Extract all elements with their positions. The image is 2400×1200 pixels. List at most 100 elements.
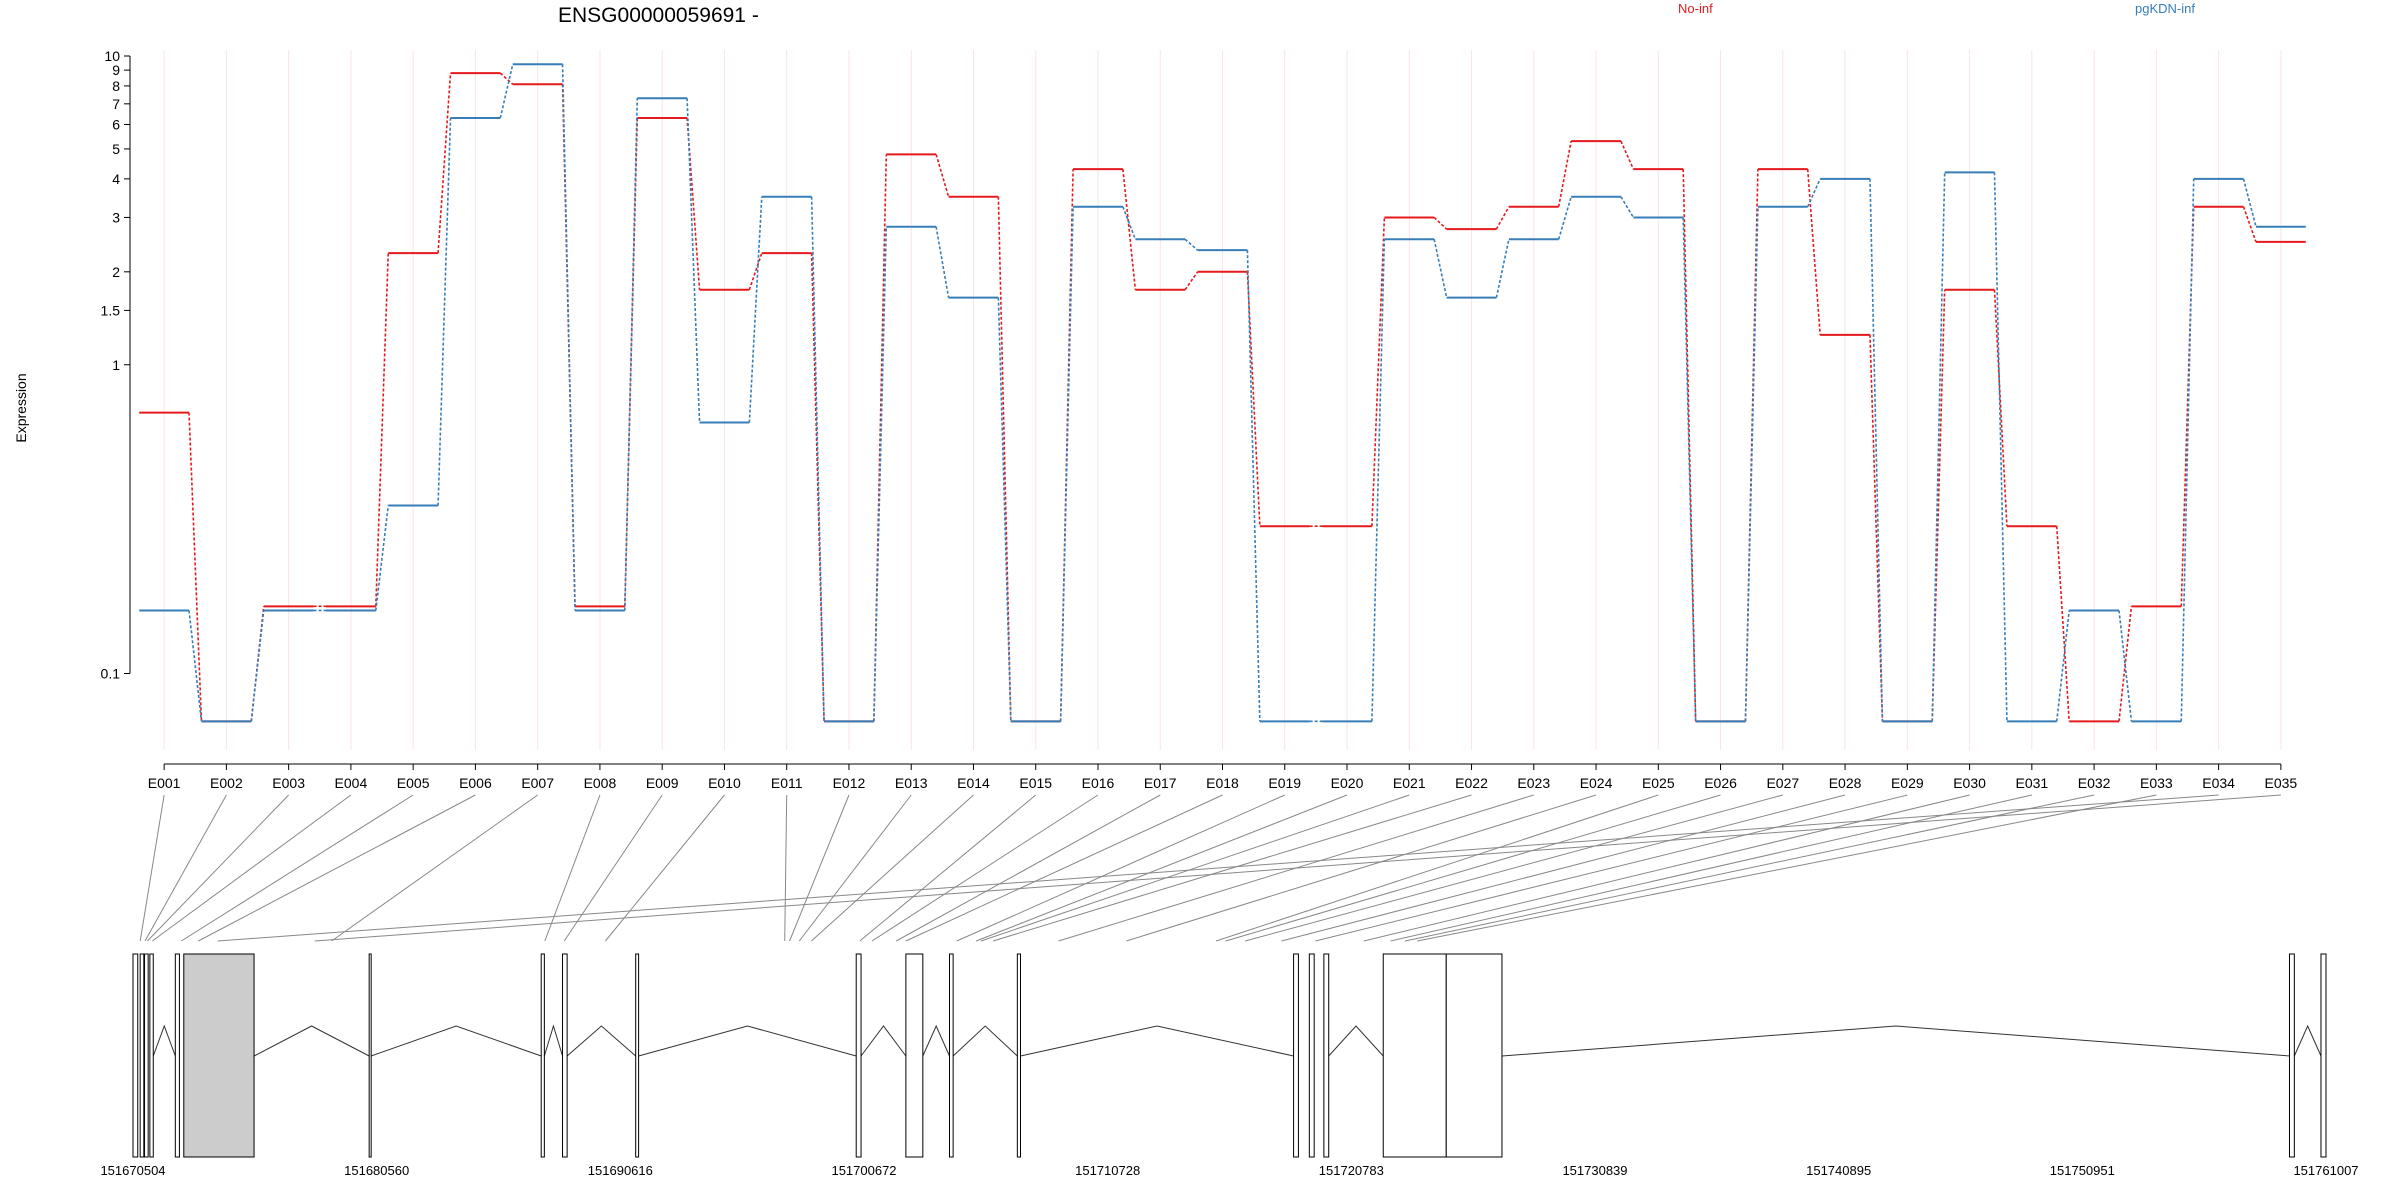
y-tick-label: 8	[112, 78, 120, 94]
intron-line	[1020, 1025, 1294, 1057]
series-pgkdn-inf	[139, 63, 2306, 723]
y-tick-label: 3	[112, 209, 120, 225]
grid-lines	[163, 50, 2282, 750]
data-connector	[1993, 172, 2008, 722]
x-tick-label: E030	[1953, 775, 1986, 791]
data-connector	[1122, 169, 1137, 290]
x-tick-label: E034	[2202, 775, 2235, 791]
exon-connector	[905, 794, 1223, 942]
exon-block	[635, 953, 640, 1158]
exon-block	[149, 953, 154, 1158]
exon-connector	[784, 794, 788, 942]
data-connector	[375, 253, 390, 607]
exon-connector	[895, 794, 1161, 942]
x-tick-label: E035	[2265, 775, 2298, 791]
data-connector	[561, 64, 576, 611]
x-tick-label: E027	[1766, 775, 1799, 791]
data-connector	[686, 98, 701, 423]
exon-block	[1293, 953, 1299, 1158]
exon-connector	[1363, 794, 1970, 942]
intron-line	[1501, 1025, 2290, 1057]
x-tick-label: E002	[210, 775, 243, 791]
exon-block	[144, 953, 149, 1158]
exon-connector	[544, 794, 601, 942]
series-lines	[139, 63, 2306, 723]
exon-block	[1323, 953, 1330, 1158]
x-tick-label: E008	[584, 775, 617, 791]
exon-block	[905, 953, 924, 1158]
exon-connector	[144, 794, 227, 942]
x-tick-label: E016	[1082, 775, 1115, 791]
exon-connectors	[139, 794, 2281, 942]
exon-block	[855, 953, 862, 1158]
x-tick-label: E026	[1704, 775, 1737, 791]
data-connector	[1620, 140, 1635, 170]
data-connector	[2118, 610, 2133, 722]
exon-block	[1308, 953, 1315, 1158]
exon-connector	[147, 794, 290, 942]
intron-line	[2293, 1024, 2322, 1057]
gene-model	[132, 953, 2327, 1158]
genomic-tick-label: 151730839	[1562, 1163, 1627, 1178]
data-connector	[1495, 206, 1510, 230]
exon-connector	[980, 794, 1410, 942]
exon-connector	[198, 794, 476, 942]
data-connector	[188, 412, 203, 722]
data-connector	[1059, 206, 1074, 722]
data-connector	[2180, 178, 2195, 722]
x-tick-label: E028	[1829, 775, 1862, 791]
data-connector	[1371, 239, 1386, 722]
exon-block	[1445, 953, 1503, 1158]
intron-line	[370, 1025, 542, 1057]
exon-block	[948, 953, 954, 1158]
x-tick-label: E004	[335, 775, 368, 791]
exon-connector	[1404, 794, 2095, 942]
exon-connector	[798, 794, 912, 942]
data-connector	[250, 610, 265, 722]
x-tick-label: E024	[1580, 775, 1613, 791]
exon-connector	[871, 794, 1099, 942]
x-tick-label: E020	[1331, 775, 1364, 791]
data-connector	[1495, 239, 1510, 298]
data-connector	[1682, 217, 1697, 722]
genomic-tick-label: 151670504	[100, 1163, 165, 1178]
data-connector	[437, 117, 452, 506]
y-tick-label: 0.1	[101, 666, 121, 682]
intron-line	[152, 1024, 176, 1057]
data-connector	[499, 64, 514, 119]
exon-connector	[314, 794, 2281, 942]
data-connector	[2180, 206, 2195, 607]
exon-block	[1382, 953, 1447, 1158]
data-connector	[686, 117, 701, 290]
genomic-tick-label: 151761007	[2293, 1163, 2358, 1178]
exon-connector	[956, 794, 1285, 942]
data-connector	[1557, 196, 1572, 240]
data-connector	[1869, 178, 1884, 722]
genomic-tick-label: 151740895	[1806, 1163, 1871, 1178]
exon-block	[183, 953, 255, 1158]
exon-connector	[217, 794, 2219, 942]
x-tick-label: E017	[1144, 775, 1177, 791]
x-tick-label: E033	[2140, 775, 2173, 791]
genomic-tick-label: 151680560	[344, 1163, 409, 1178]
data-connector	[748, 252, 763, 290]
exon-connector	[811, 794, 974, 942]
x-tick-label: E019	[1268, 775, 1301, 791]
genomic-tick-label: 151700672	[831, 1163, 896, 1178]
exon-block	[562, 953, 568, 1158]
exon-connector	[151, 794, 352, 942]
data-connector	[1806, 178, 1821, 208]
data-connector	[748, 196, 763, 423]
data-connector	[375, 505, 390, 611]
x-axis: E001 E002 E003 E004 E005 E006 E007 E008 E009 E010…	[148, 763, 2298, 791]
intron-line	[543, 1024, 564, 1057]
data-connector	[2242, 178, 2257, 227]
data-connector	[1246, 250, 1261, 722]
y-tick-label: 1	[112, 357, 120, 373]
legend-pgkdn-inf: pgKDN-inf	[2135, 1, 2195, 16]
legend-no-inf: No-inf	[1678, 1, 1713, 16]
chart-title: ENSG00000059691 -	[558, 4, 759, 27]
exon-connector	[1126, 794, 1597, 942]
